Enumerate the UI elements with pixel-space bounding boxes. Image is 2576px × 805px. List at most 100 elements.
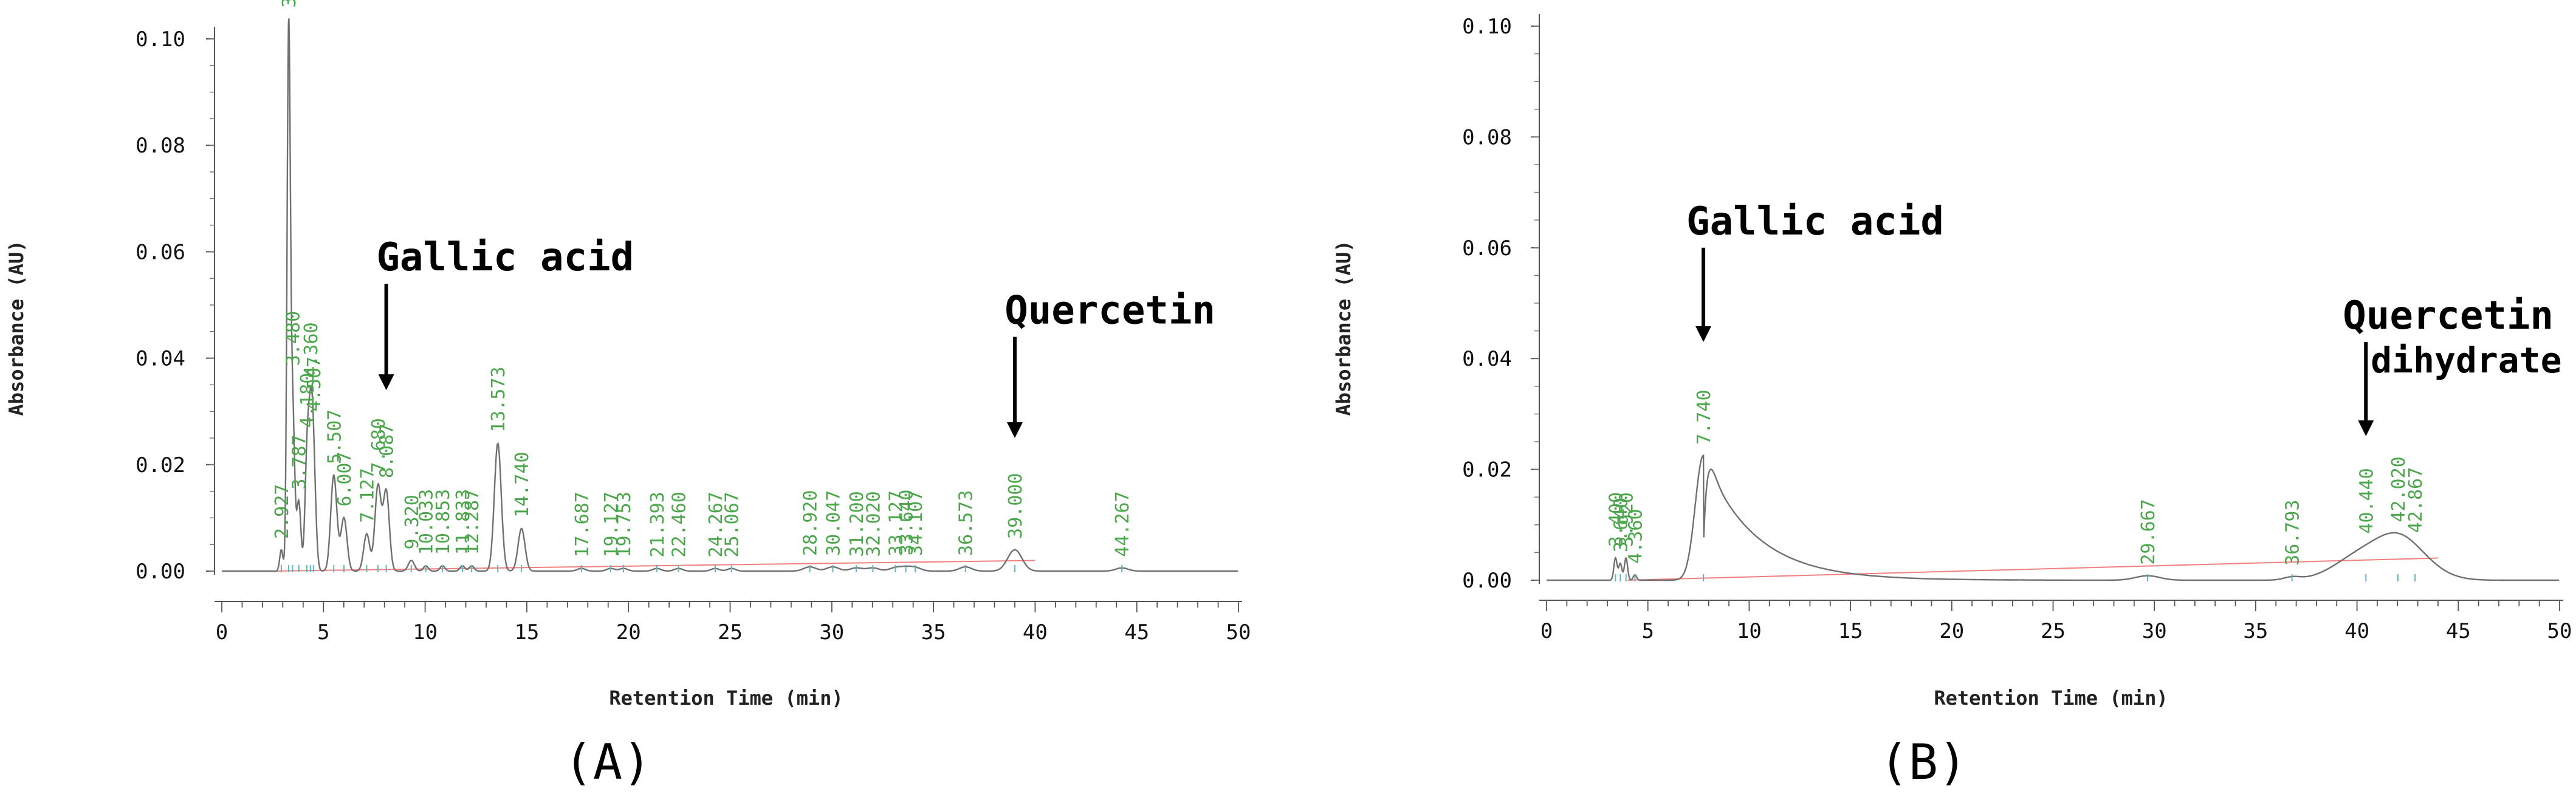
x-tick-label: 15 — [514, 620, 539, 645]
peak-label: 24.267 — [706, 492, 727, 557]
peak-label: 44.267 — [1112, 491, 1133, 557]
peak-label: 22.460 — [669, 492, 690, 557]
peak-label: 6.007 — [334, 451, 355, 506]
peak-label: 34.107 — [905, 490, 927, 556]
x-tick-label: 20 — [1939, 619, 1964, 643]
x-tick-label: 40 — [2344, 619, 2369, 643]
compound-annotation-line2: dihydrate — [2371, 340, 2561, 381]
x-tick-label: 45 — [1124, 620, 1149, 645]
y-tick-label: 0.04 — [136, 347, 185, 371]
peak-label: 33.640 — [896, 490, 918, 555]
x-tick-label: 30 — [819, 620, 844, 645]
compound-annotation: Quercetin — [2343, 293, 2554, 338]
peak-label: 7.740 — [1694, 389, 1715, 444]
peak-label: 30.047 — [823, 490, 844, 556]
y-tick-label: 0.00 — [136, 560, 185, 584]
compound-annotation: Gallic acid — [1686, 199, 1944, 244]
peak-label: 4.180 — [297, 373, 318, 428]
peak-label: 17.687 — [572, 492, 593, 557]
peak-label: 33.127 — [885, 490, 907, 556]
y-tick-label: 0.06 — [136, 240, 185, 264]
peak-label: 8.087 — [377, 423, 398, 478]
x-tick-label: 15 — [1838, 619, 1863, 643]
peak-label: 36.573 — [956, 490, 977, 556]
panel-label: (B) — [1880, 734, 1968, 790]
x-tick-label: 40 — [1023, 620, 1048, 645]
peak-label: 19.753 — [614, 492, 635, 557]
peak-label: 32.020 — [863, 491, 884, 557]
peak-label: 3.480 — [283, 311, 304, 366]
chromatogram-panel-b: 0.00 0.02 0.04 0.06 0.08 0.10 0 5 10 15 20 25 30 35 40… — [1332, 14, 2572, 790]
integration-baseline — [272, 560, 1036, 572]
peak-label: 39.000 — [1005, 473, 1026, 539]
x-tick-label: 5 — [1641, 619, 1654, 643]
peak-label: 3.787 — [289, 434, 311, 489]
x-tick-label: 0 — [216, 620, 228, 645]
peak-label: 4.360 — [1625, 509, 1646, 564]
x-tick-label: 10 — [1737, 619, 1762, 643]
compound-annotation: Quercetin — [1005, 289, 1215, 334]
peak-label: 36.793 — [2282, 500, 2304, 566]
compound-annotation: Gallic acid — [376, 235, 634, 280]
x-tick-label: 0 — [1540, 619, 1553, 643]
x-tick-label: 50 — [2547, 619, 2572, 643]
x-tick-label: 20 — [616, 620, 641, 645]
peak-label: 3.920 — [1616, 492, 1638, 547]
y-tick-label: 0.02 — [1462, 458, 1512, 482]
peak-label: 10.033 — [416, 489, 438, 555]
y-tick-label: 0.00 — [1462, 569, 1512, 593]
annotation-arrow-head — [1695, 326, 1712, 342]
y-tick-label: 0.06 — [1462, 236, 1512, 261]
peak-label: 21.393 — [647, 492, 668, 557]
peak-label: 28.920 — [800, 490, 822, 556]
peak-label: 4.360 — [301, 322, 322, 377]
x-axis-label: Retention Time (min) — [609, 687, 843, 710]
peak-label: 3.287 — [279, 0, 300, 8]
peak-label: 11.833 — [453, 489, 474, 555]
y-tick-label: 0.04 — [1462, 347, 1512, 371]
chromatogram-trace — [1547, 454, 2560, 581]
x-tick-label: 35 — [921, 620, 946, 645]
peak-label: 29.667 — [2138, 499, 2159, 564]
y-tick-label: 0.10 — [136, 27, 185, 52]
annotation-arrow-head — [1006, 422, 1023, 438]
peak-label: 12.287 — [462, 489, 483, 555]
peak-label: 2.927 — [272, 484, 293, 539]
peak-label: 19.127 — [601, 492, 622, 557]
x-tick-label: 45 — [2446, 619, 2471, 643]
peak-label: 25.067 — [722, 492, 743, 557]
chromatogram-panel-a: 0.00 0.02 0.04 0.06 0.08 0.10 0 5 10 15 20 25 30 35 40… — [5, 0, 1251, 790]
peak-label: 3.400 — [1606, 492, 1627, 547]
peak-label: 13.573 — [488, 366, 509, 432]
peak-label: 7.127 — [357, 468, 378, 522]
y-axis-label: Absorbance (AU) — [1332, 241, 1355, 416]
integration-baseline — [1627, 557, 2438, 581]
peak-label: 10.853 — [433, 489, 454, 555]
y-tick-label: 0.08 — [1462, 125, 1512, 149]
x-tick-label: 25 — [2041, 619, 2066, 643]
y-axis-label: Absorbance (AU) — [5, 241, 28, 416]
y-tick-label: 0.10 — [1462, 15, 1512, 39]
panel-label: (A) — [564, 734, 652, 790]
y-tick-label: 0.08 — [136, 134, 185, 158]
x-tick-label: 30 — [2142, 619, 2167, 643]
x-tick-label: 50 — [1226, 620, 1251, 645]
x-tick-label: 25 — [718, 620, 743, 645]
annotation-arrow-head — [2358, 420, 2374, 436]
peak-label: 4.507 — [304, 357, 325, 411]
x-tick-label: 10 — [413, 620, 438, 645]
peak-label: 40.440 — [2356, 468, 2377, 533]
peak-label: 42.867 — [2405, 467, 2427, 533]
peak-label: 3.640 — [1610, 498, 1632, 552]
chromatogram-trace — [222, 18, 1238, 572]
peak-label: 42.020 — [2388, 456, 2409, 522]
y-tick-label: 0.02 — [136, 453, 185, 478]
annotation-arrow-head — [378, 374, 394, 391]
peak-label: 31.200 — [847, 491, 868, 557]
x-axis-label: Retention Time (min) — [1934, 687, 2168, 710]
peak-label: 14.740 — [512, 452, 533, 518]
x-tick-label: 5 — [317, 620, 329, 645]
peak-label: 7.680 — [368, 418, 390, 473]
x-tick-label: 35 — [2243, 619, 2268, 643]
